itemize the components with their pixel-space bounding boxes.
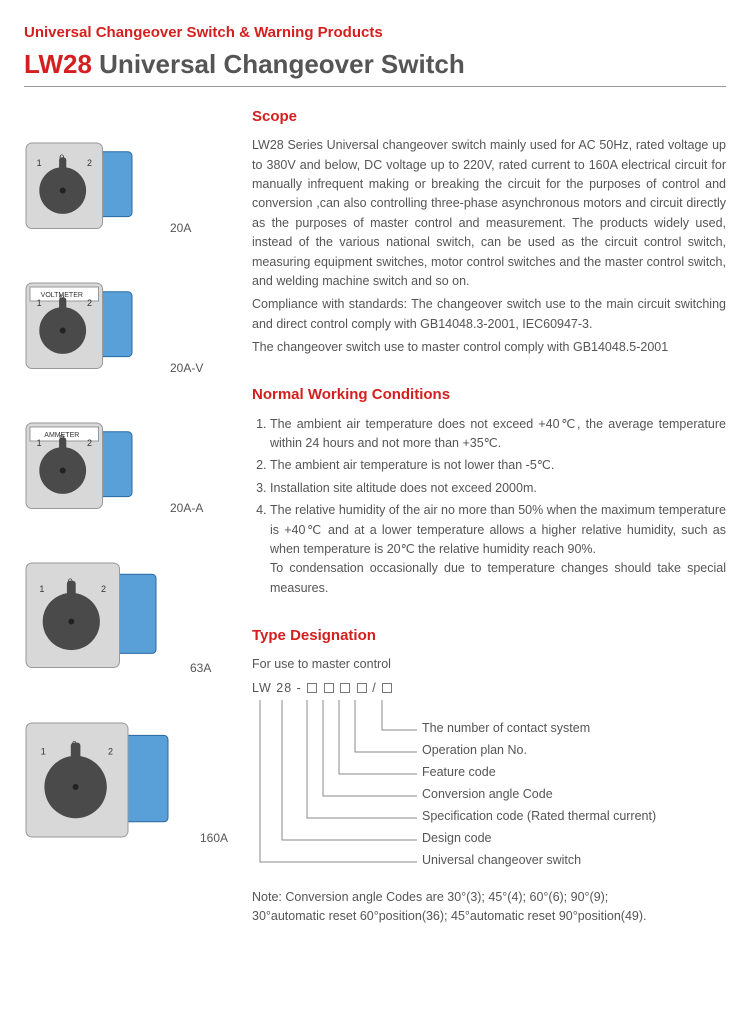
td-subhead: For use to master control (252, 655, 726, 674)
product-label: 63A (190, 661, 211, 675)
product-item: 1 0 2 63A (24, 561, 234, 681)
td-diagram-lines (252, 700, 422, 880)
product-column: 1 0 2 20A VOLTMETER 1 0 2 20A-V AMMETER (24, 105, 234, 953)
content-column: Scope LW28 Series Universal changeover s… (252, 105, 726, 953)
td-box (382, 683, 392, 693)
td-label: Specification code (Rated thermal curren… (422, 806, 656, 828)
product-item: 1 0 2 160A (24, 721, 234, 851)
svg-text:2: 2 (87, 298, 92, 308)
condition-tail: To condensation occasionally due to temp… (270, 559, 726, 598)
product-item: AMMETER 1 0 2 20A-A (24, 421, 234, 521)
product-item: 1 0 2 20A (24, 141, 234, 241)
svg-text:2: 2 (87, 438, 92, 448)
main-columns: 1 0 2 20A VOLTMETER 1 0 2 20A-V AMMETER (24, 105, 726, 953)
td-label: Design code (422, 828, 656, 850)
title-rule (24, 86, 726, 87)
product-image: 1 0 2 (24, 141, 164, 241)
product-item: VOLTMETER 1 0 2 20A-V (24, 281, 234, 381)
svg-text:2: 2 (108, 747, 113, 757)
td-label: Conversion angle Code (422, 784, 656, 806)
product-image: AMMETER 1 0 2 (24, 421, 164, 521)
svg-text:2: 2 (101, 584, 106, 594)
td-note-2: 30°automatic reset 60°position(36); 45°a… (252, 907, 726, 926)
svg-text:1: 1 (37, 158, 42, 168)
page-title: LW28 Universal Changeover Switch (24, 49, 726, 80)
conditions-section: Normal Working Conditions The ambient ai… (252, 383, 726, 598)
condition-item: Installation site altitude does not exce… (270, 479, 726, 498)
svg-text:1: 1 (37, 298, 42, 308)
td-box (340, 683, 350, 693)
svg-text:1: 1 (39, 584, 44, 594)
condition-item: The relative humidity of the air no more… (270, 501, 726, 598)
condition-item: The ambient air temperature is not lower… (270, 456, 726, 475)
td-code-row: LW 28 - / (252, 679, 726, 698)
scope-section: Scope LW28 Series Universal changeover s… (252, 105, 726, 357)
conditions-heading: Normal Working Conditions (252, 383, 726, 406)
product-label: 20A-V (170, 361, 203, 375)
td-box (324, 683, 334, 693)
product-image: VOLTMETER 1 0 2 (24, 281, 164, 381)
type-designation-section: Type Designation For use to master contr… (252, 624, 726, 927)
td-label: Universal changeover switch (422, 850, 656, 872)
svg-text:2: 2 (87, 158, 92, 168)
td-diagram-labels: The number of contact systemOperation pl… (422, 718, 656, 872)
model-code: LW28 (24, 49, 92, 79)
td-label: Feature code (422, 762, 656, 784)
title-rest: Universal Changeover Switch (99, 49, 465, 79)
td-box (357, 683, 367, 693)
product-label: 20A-A (170, 501, 203, 515)
scope-p2: Compliance with standards: The changeove… (252, 295, 726, 334)
product-image: 1 0 2 (24, 561, 184, 681)
td-code-prefix: LW 28 - (252, 681, 302, 695)
condition-item: The ambient air temperature does not exc… (270, 415, 726, 454)
td-box (307, 683, 317, 693)
td-note-1: Note: Conversion angle Codes are 30°(3);… (252, 888, 726, 907)
td-heading: Type Designation (252, 624, 726, 647)
product-label: 160A (200, 831, 228, 845)
category-line: Universal Changeover Switch & Warning Pr… (24, 24, 726, 41)
scope-heading: Scope (252, 105, 726, 128)
product-image: 1 0 2 (24, 721, 194, 851)
td-label: Operation plan No. (422, 740, 656, 762)
product-label: 20A (170, 221, 191, 235)
scope-p3: The changeover switch use to master cont… (252, 338, 726, 357)
svg-text:1: 1 (41, 747, 46, 757)
conditions-list: The ambient air temperature does not exc… (252, 415, 726, 598)
td-label: The number of contact system (422, 718, 656, 740)
td-diagram: The number of contact systemOperation pl… (252, 700, 726, 880)
scope-p1: LW28 Series Universal changeover switch … (252, 136, 726, 291)
svg-text:1: 1 (37, 438, 42, 448)
